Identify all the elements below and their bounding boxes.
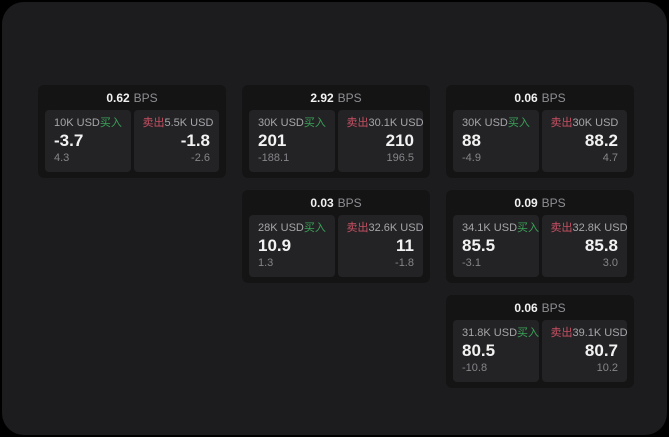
buy-amount-label: 30K USD — [462, 117, 508, 129]
quote-card-1: 0.62 BPS 10K USD 买入 -3.7 4.3 卖出 5.5K USD — [38, 85, 226, 178]
bps-unit-label: BPS — [541, 196, 566, 210]
buy-tag: 买入 — [517, 222, 540, 234]
sell-value: 85.8 — [584, 236, 618, 255]
bps-header: 0.03 BPS — [249, 195, 423, 211]
sell-panel[interactable]: 卖出 30.1K USD 210 196.5 — [337, 110, 424, 172]
buy-value: 10.9 — [258, 236, 292, 255]
quote-card-5: 0.09 BPS 34.1K USD 买入 85.5 -3.1 卖出 32.8K … — [446, 190, 634, 283]
sell-sub-value: -1.8 — [395, 257, 414, 269]
sell-sub-value: -2.6 — [191, 152, 210, 164]
bps-value: 2.92 — [310, 91, 334, 105]
sell-panel[interactable]: 卖出 39.1K USD 80.7 10.2 — [541, 320, 628, 382]
buy-value: 80.5 — [462, 341, 496, 360]
sell-tag: 卖出 — [550, 117, 573, 129]
bps-unit-label: BPS — [541, 301, 566, 315]
sell-value: 210 — [385, 131, 414, 150]
sell-value: 80.7 — [584, 341, 618, 360]
bps-header: 2.92 BPS — [249, 90, 423, 106]
bps-header: 0.06 BPS — [453, 90, 627, 106]
bps-value: 0.06 — [514, 301, 538, 315]
quote-panels: 10K USD 买入 -3.7 4.3 卖出 5.5K USD -1.8 -2.… — [45, 110, 219, 172]
bps-unit-label: BPS — [337, 91, 362, 105]
buy-sub-value: 1.3 — [258, 257, 274, 269]
sell-tag: 卖出 — [550, 222, 573, 234]
sell-value: 11 — [396, 236, 414, 255]
sell-panel[interactable]: 卖出 5.5K USD -1.8 -2.6 — [133, 110, 219, 172]
sell-amount-label: 30K USD — [572, 117, 619, 129]
quote-panels: 34.1K USD 买入 85.5 -3.1 卖出 32.8K USD 85.8… — [453, 215, 628, 277]
buy-amount-label: 34.1K USD — [462, 222, 518, 234]
bps-unit-label: BPS — [541, 91, 566, 105]
buy-sub-value: -4.9 — [462, 152, 481, 164]
buy-tag: 买入 — [507, 117, 530, 129]
buy-tag: 买入 — [303, 117, 326, 129]
bps-value: 0.62 — [106, 91, 130, 105]
buy-value: 201 — [258, 131, 287, 150]
quote-grid: 0.62 BPS 10K USD 买入 -3.7 4.3 卖出 5.5K USD — [38, 85, 634, 388]
bps-unit-label: BPS — [337, 196, 362, 210]
sell-sub-value: 4.7 — [602, 152, 618, 164]
quote-card-2: 2.92 BPS 30K USD 买入 201 -188.1 卖出 30.1K U… — [242, 85, 430, 178]
buy-sub-value: -188.1 — [258, 152, 290, 164]
quote-panels: 30K USD 买入 88 -4.9 卖出 30K USD 88.2 4.7 — [453, 110, 627, 172]
sell-tag: 卖出 — [346, 222, 369, 234]
buy-amount-label: 30K USD — [258, 117, 304, 129]
quote-panels: 31.8K USD 买入 80.5 -10.8 卖出 39.1K USD 80.… — [453, 320, 628, 382]
sell-amount-label: 32.6K USD — [368, 222, 424, 234]
sell-amount-label: 32.8K USD — [572, 222, 628, 234]
buy-sub-value: -3.1 — [462, 257, 481, 269]
sell-sub-value: 10.2 — [596, 362, 618, 374]
buy-panel[interactable]: 30K USD 买入 201 -188.1 — [249, 110, 335, 172]
buy-panel[interactable]: 30K USD 买入 88 -4.9 — [453, 110, 539, 172]
sell-sub-value: 196.5 — [386, 152, 414, 164]
bps-header: 0.09 BPS — [453, 195, 627, 211]
sell-amount-label: 5.5K USD — [164, 117, 214, 129]
bps-header: 0.06 BPS — [453, 300, 627, 316]
buy-value: 85.5 — [462, 236, 496, 255]
sell-sub-value: 3.0 — [602, 257, 618, 269]
sell-panel[interactable]: 卖出 30K USD 88.2 4.7 — [541, 110, 627, 172]
buy-amount-label: 28K USD — [258, 222, 304, 234]
quote-card-3: 0.06 BPS 30K USD 买入 88 -4.9 卖出 30K USD — [446, 85, 634, 178]
sell-tag: 卖出 — [346, 117, 369, 129]
bps-header: 0.62 BPS — [45, 90, 219, 106]
quote-card-4: 0.03 BPS 28K USD 买入 10.9 1.3 卖出 32.6K USD — [242, 190, 430, 283]
buy-value: -3.7 — [54, 131, 84, 150]
buy-panel[interactable]: 10K USD 买入 -3.7 4.3 — [45, 110, 131, 172]
buy-tag: 买入 — [303, 222, 326, 234]
buy-amount-label: 10K USD — [54, 117, 100, 129]
buy-value: 88 — [462, 131, 481, 150]
buy-panel[interactable]: 31.8K USD 买入 80.5 -10.8 — [453, 320, 539, 382]
quote-panels: 28K USD 买入 10.9 1.3 卖出 32.6K USD 11 -1.8 — [249, 215, 424, 277]
buy-sub-value: -10.8 — [462, 362, 488, 374]
buy-amount-label: 31.8K USD — [462, 327, 518, 339]
sell-tag: 卖出 — [550, 327, 573, 339]
sell-value: -1.8 — [180, 131, 210, 150]
buy-panel[interactable]: 34.1K USD 买入 85.5 -3.1 — [453, 215, 539, 277]
buy-tag: 买入 — [517, 327, 540, 339]
bps-value: 0.06 — [514, 91, 538, 105]
sell-panel[interactable]: 卖出 32.6K USD 11 -1.8 — [337, 215, 424, 277]
bps-value: 0.03 — [310, 196, 334, 210]
sell-panel[interactable]: 卖出 32.8K USD 85.8 3.0 — [541, 215, 628, 277]
sell-value: 88.2 — [584, 131, 618, 150]
bps-unit-label: BPS — [133, 91, 158, 105]
buy-panel[interactable]: 28K USD 买入 10.9 1.3 — [249, 215, 335, 277]
sell-amount-label: 39.1K USD — [572, 327, 628, 339]
buy-sub-value: 4.3 — [54, 152, 70, 164]
buy-tag: 买入 — [99, 117, 122, 129]
sell-tag: 卖出 — [142, 117, 165, 129]
quote-panels: 30K USD 买入 201 -188.1 卖出 30.1K USD 210 1… — [249, 110, 424, 172]
quote-card-6: 0.06 BPS 31.8K USD 买入 80.5 -10.8 卖出 39.1K… — [446, 295, 634, 388]
bps-value: 0.09 — [514, 196, 538, 210]
sell-amount-label: 30.1K USD — [368, 117, 424, 129]
